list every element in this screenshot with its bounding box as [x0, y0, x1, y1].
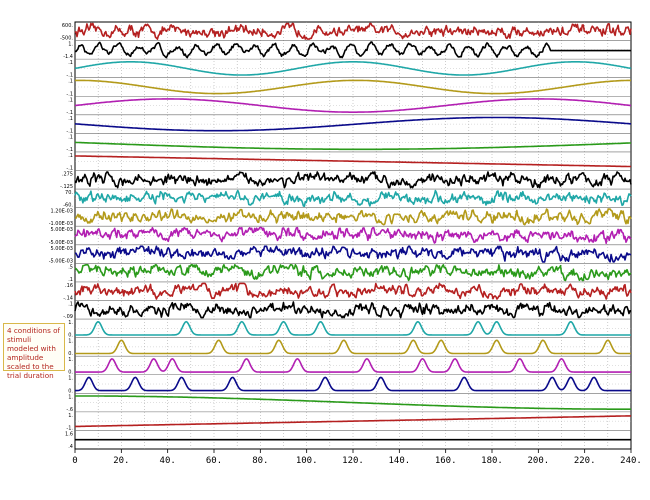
y-label-top: .275 [62, 172, 73, 178]
y-label-top: 1. [68, 413, 73, 419]
y-label-top: 1.20E-03 [51, 209, 73, 215]
trace-line [75, 79, 631, 95]
y-label-top: .1 [68, 134, 73, 140]
y-label-bottom: -.1 [66, 73, 73, 79]
x-tick-label: 180. [481, 456, 503, 466]
x-tick-label: 40. [160, 456, 176, 466]
trace-line [74, 301, 632, 319]
y-label-top: 1. [68, 320, 73, 326]
annotation-note: 4 conditions of stimuli modeled with amp… [3, 323, 65, 380]
x-tick-label: 80. [252, 456, 268, 466]
trace-line [74, 208, 632, 226]
x-tick-label: 120. [342, 456, 364, 466]
trace-line [74, 282, 632, 300]
trace-line [74, 98, 632, 113]
y-label-top: 5.00E-03 [51, 246, 73, 252]
y-label-bottom: -.1 [66, 110, 73, 116]
trace-line [74, 22, 632, 40]
x-tick-label: 60. [206, 456, 222, 466]
x-tick-label: 140. [388, 456, 410, 466]
y-label-top: .1 [68, 153, 73, 159]
y-label-bottom: -60. [63, 203, 73, 209]
y-label-bottom: -.1 [66, 147, 73, 153]
y-label-bottom: -5.00E-03 [49, 258, 73, 264]
x-tick-label: 20. [113, 456, 129, 466]
y-label-bottom: -.6 [66, 407, 73, 413]
y-label-bottom: .1 [68, 277, 73, 283]
y-label-top: .16 [65, 283, 73, 289]
y-label-top: .1 [68, 301, 73, 307]
y-label-bottom: -.09 [63, 314, 73, 320]
trace-line [74, 155, 631, 168]
y-label-top: .5 [68, 264, 73, 270]
y-label-bottom: -1.00E-03 [49, 221, 73, 227]
trace-line [74, 189, 632, 207]
y-label-top: .1 [68, 116, 73, 122]
y-label-bottom: -500. [60, 36, 73, 42]
y-label-top: 5.00E-03 [51, 227, 73, 233]
y-label-top: 1.6 [65, 431, 73, 437]
y-label-top: 1. [68, 42, 73, 48]
x-ticks: 0 20. 40. 60. 80. 100. 120. 140. 160. 180. 200. 220… [72, 449, 642, 466]
trace-line [75, 357, 631, 373]
y-label-bottom: -.1 [66, 91, 73, 97]
trace-line [74, 245, 632, 263]
y-label-bottom: -1. [66, 425, 73, 431]
y-label-bottom: -.1 [66, 128, 73, 134]
x-tick-label: 160. [435, 456, 457, 466]
y-label-top: 1. [68, 339, 73, 345]
trace-line [74, 60, 632, 76]
trace-line [74, 415, 632, 428]
y-labels: 600.-500.1.-1.4.1-.1.1-.1.1-.1.1-.1.1-.1… [49, 23, 74, 450]
y-label-bottom: 0. [68, 351, 73, 357]
x-tick-label: 240. [620, 456, 642, 466]
trace-line [75, 395, 631, 411]
trace-line [75, 376, 631, 392]
y-label-bottom: 0. [68, 370, 73, 376]
grid [74, 21, 632, 450]
y-label-bottom: 0. [68, 388, 73, 394]
trace-line [74, 226, 632, 245]
y-label-bottom: -1.4 [63, 54, 73, 60]
x-tick-label: 100. [296, 456, 318, 466]
y-label-bottom: -.1 [66, 166, 73, 172]
y-label-top: .1 [68, 79, 73, 85]
x-tick-label: 0 [72, 456, 77, 466]
y-label-top: 1. [68, 376, 73, 382]
y-label-top: .1 [68, 97, 73, 103]
trace-line [74, 171, 632, 189]
traces [74, 22, 632, 441]
y-label-bottom: -.125 [60, 184, 73, 190]
trace-line [74, 116, 631, 132]
y-label-bottom: 0. [68, 333, 73, 339]
y-label-top: 1. [68, 394, 73, 400]
trace-line [75, 141, 632, 151]
y-label-top: .1 [68, 60, 73, 66]
y-label-bottom: -5.00E-03 [49, 240, 73, 246]
y-label-top: 1. [68, 357, 73, 363]
y-label-top: 70. [65, 190, 73, 196]
trace-line [75, 339, 631, 355]
y-label-top: 600. [62, 23, 74, 29]
trace-line [75, 320, 631, 336]
y-label-bottom: -.14 [63, 295, 73, 301]
x-tick-label: 220. [574, 456, 596, 466]
x-tick-label: 200. [527, 456, 549, 466]
trace-line [74, 41, 631, 59]
y-label-bottom: .4 [68, 444, 73, 450]
trace-line [74, 263, 632, 282]
